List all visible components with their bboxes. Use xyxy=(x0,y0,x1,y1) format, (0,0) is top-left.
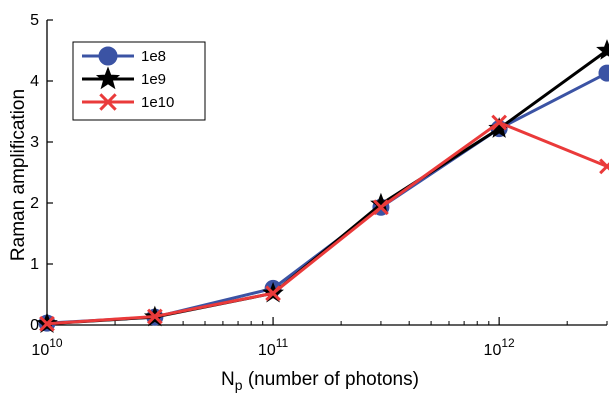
x-marker-stroke xyxy=(147,308,163,325)
x-marker xyxy=(99,93,117,111)
legend-item: 1e9 xyxy=(82,66,166,90)
circle-marker xyxy=(598,64,609,82)
x-marker-stroke xyxy=(99,93,117,111)
x-marker xyxy=(373,199,389,216)
x-axis-label: Np (number of photons) xyxy=(221,369,419,393)
legend-label: 1e9 xyxy=(141,71,166,88)
legend-box xyxy=(72,41,206,121)
circle-marker xyxy=(98,46,118,66)
y-tick-label: 1 xyxy=(30,256,39,273)
star-marker xyxy=(95,66,121,90)
x-axis-label-main: N xyxy=(221,369,235,390)
x-marker-stroke xyxy=(373,199,389,216)
x-axis-label-sub: p xyxy=(235,377,243,393)
series-layer xyxy=(36,39,609,334)
y-axis-label: Raman amplification xyxy=(8,89,29,261)
x-marker xyxy=(147,308,163,325)
x-axis-label-rest: (number of photons) xyxy=(243,369,419,390)
star-marker xyxy=(596,39,609,60)
y-tick-label: 2 xyxy=(30,195,39,212)
x-marker-stroke xyxy=(599,162,609,175)
x-marker-stroke xyxy=(491,114,507,131)
x-marker xyxy=(265,285,281,302)
series-line xyxy=(46,120,608,326)
x-tick-label: 1011 xyxy=(258,336,289,359)
y-tick-label: 0 xyxy=(30,317,39,334)
x-tick-label: 1012 xyxy=(484,336,515,359)
x-marker xyxy=(39,315,55,332)
y-tick-label: 4 xyxy=(30,73,39,90)
legend-label: 1e10 xyxy=(141,94,174,111)
x-marker-stroke xyxy=(265,285,281,302)
x-tick-label: 1010 xyxy=(31,336,62,359)
legend-item: 1e8 xyxy=(82,46,166,66)
y-tick-label: 3 xyxy=(30,134,39,151)
x-marker-stroke xyxy=(39,315,55,332)
y-tick-label: 5 xyxy=(30,12,39,29)
series-1e10 xyxy=(39,114,609,332)
x-marker xyxy=(599,158,609,175)
x-marker xyxy=(491,114,507,131)
legend-item: 1e10 xyxy=(82,93,174,111)
legend: 1e8 1e9 1e10 xyxy=(72,41,206,121)
axes: 0 1 2 3 4 5 1010 1011 1012 xyxy=(30,12,608,359)
legend-label: 1e8 xyxy=(141,48,166,65)
